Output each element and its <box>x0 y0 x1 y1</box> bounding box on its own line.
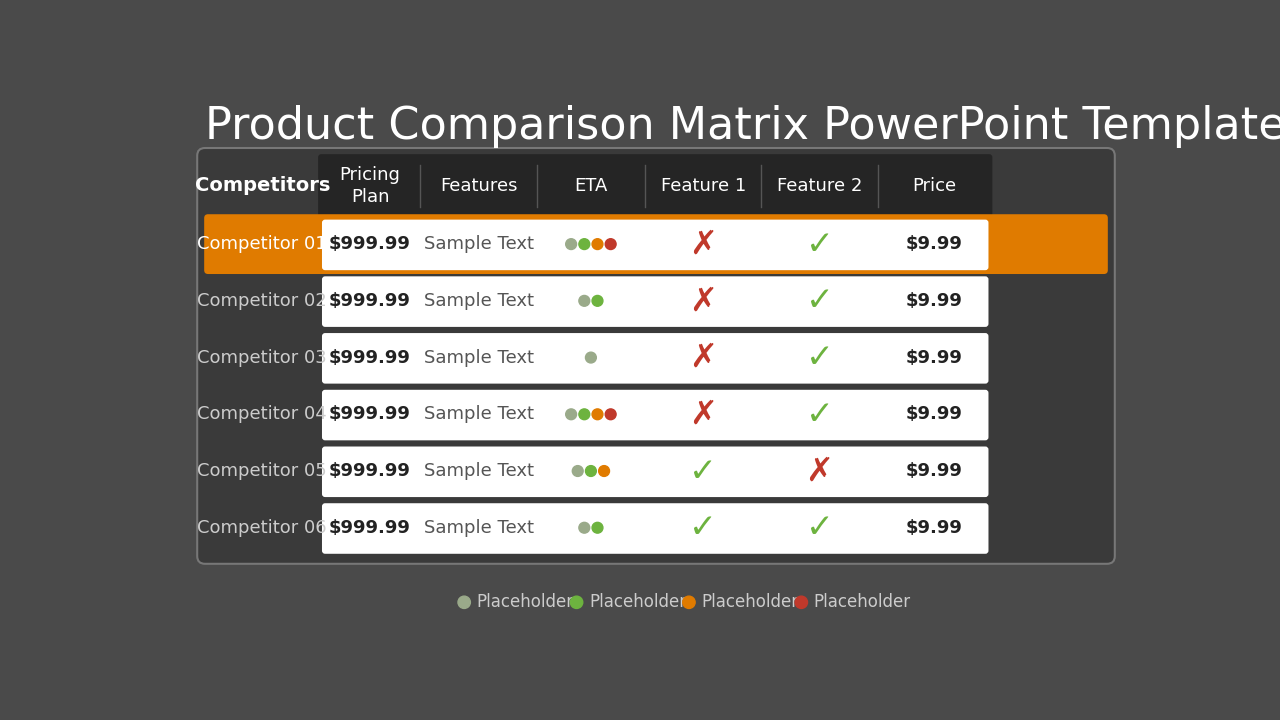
Text: ✗: ✗ <box>805 454 833 487</box>
Circle shape <box>585 352 596 363</box>
Text: Placeholder: Placeholder <box>701 593 799 611</box>
FancyBboxPatch shape <box>197 148 1115 564</box>
Text: Sample Text: Sample Text <box>424 348 534 366</box>
FancyBboxPatch shape <box>323 446 988 497</box>
Text: Sample Text: Sample Text <box>424 462 534 480</box>
Text: Competitor 04: Competitor 04 <box>197 405 328 423</box>
Text: Price: Price <box>913 176 956 194</box>
Text: ETA: ETA <box>575 176 608 194</box>
Circle shape <box>571 596 582 608</box>
Circle shape <box>579 295 590 306</box>
Text: $9.99: $9.99 <box>906 405 963 423</box>
Text: ✗: ✗ <box>689 284 717 318</box>
Circle shape <box>579 522 590 533</box>
Text: Feature 2: Feature 2 <box>777 176 863 194</box>
Text: Placeholder: Placeholder <box>589 593 686 611</box>
Text: $999.99: $999.99 <box>329 462 411 480</box>
Text: $999.99: $999.99 <box>329 235 411 253</box>
Text: $9.99: $9.99 <box>906 292 963 310</box>
Circle shape <box>599 466 609 477</box>
Circle shape <box>566 409 576 420</box>
FancyBboxPatch shape <box>323 503 988 554</box>
FancyBboxPatch shape <box>319 154 992 217</box>
Text: Features: Features <box>440 176 517 194</box>
Circle shape <box>593 409 603 420</box>
Text: $999.99: $999.99 <box>329 292 411 310</box>
Text: Competitor 05: Competitor 05 <box>197 462 328 480</box>
Text: $999.99: $999.99 <box>329 348 411 366</box>
Text: ✓: ✓ <box>805 511 833 544</box>
Circle shape <box>579 239 590 250</box>
Text: Competitor 03: Competitor 03 <box>197 348 328 366</box>
Text: $999.99: $999.99 <box>329 405 411 423</box>
Circle shape <box>795 596 808 608</box>
Text: ✓: ✓ <box>689 454 717 487</box>
Text: Placeholder: Placeholder <box>814 593 911 611</box>
Circle shape <box>585 466 596 477</box>
Circle shape <box>572 466 584 477</box>
Circle shape <box>682 596 695 608</box>
Text: Sample Text: Sample Text <box>424 235 534 253</box>
Circle shape <box>566 239 576 250</box>
Text: Sample Text: Sample Text <box>424 405 534 423</box>
Circle shape <box>579 409 590 420</box>
Text: $9.99: $9.99 <box>906 348 963 366</box>
Text: $9.99: $9.99 <box>906 462 963 480</box>
Text: ✓: ✓ <box>805 341 833 374</box>
Text: ✓: ✓ <box>805 228 833 261</box>
Text: Competitors: Competitors <box>195 176 330 195</box>
Circle shape <box>593 239 603 250</box>
Text: Competitor 02: Competitor 02 <box>197 292 328 310</box>
Circle shape <box>593 522 603 533</box>
Text: ✗: ✗ <box>689 341 717 374</box>
Text: ✗: ✗ <box>689 228 717 261</box>
Text: Competitor 06: Competitor 06 <box>197 518 328 536</box>
Text: ✓: ✓ <box>689 511 717 544</box>
Text: Feature 1: Feature 1 <box>660 176 746 194</box>
Text: ✓: ✓ <box>805 397 833 431</box>
Text: Placeholder: Placeholder <box>476 593 573 611</box>
Text: $9.99: $9.99 <box>906 235 963 253</box>
Text: ✓: ✓ <box>805 284 833 318</box>
FancyBboxPatch shape <box>205 215 1107 274</box>
Text: $999.99: $999.99 <box>329 518 411 536</box>
FancyBboxPatch shape <box>323 220 988 270</box>
Circle shape <box>605 409 616 420</box>
Circle shape <box>458 596 470 608</box>
FancyBboxPatch shape <box>323 276 988 327</box>
Text: ✗: ✗ <box>689 397 717 431</box>
Text: Product Comparison Matrix PowerPoint Template: Product Comparison Matrix PowerPoint Tem… <box>205 105 1280 148</box>
FancyBboxPatch shape <box>323 333 988 384</box>
Circle shape <box>605 239 616 250</box>
Text: Sample Text: Sample Text <box>424 292 534 310</box>
Text: Pricing
Plan: Pricing Plan <box>339 166 401 206</box>
Circle shape <box>593 295 603 306</box>
FancyBboxPatch shape <box>323 390 988 441</box>
Text: $9.99: $9.99 <box>906 518 963 536</box>
Text: Competitor 01: Competitor 01 <box>197 235 328 253</box>
Text: Sample Text: Sample Text <box>424 518 534 536</box>
